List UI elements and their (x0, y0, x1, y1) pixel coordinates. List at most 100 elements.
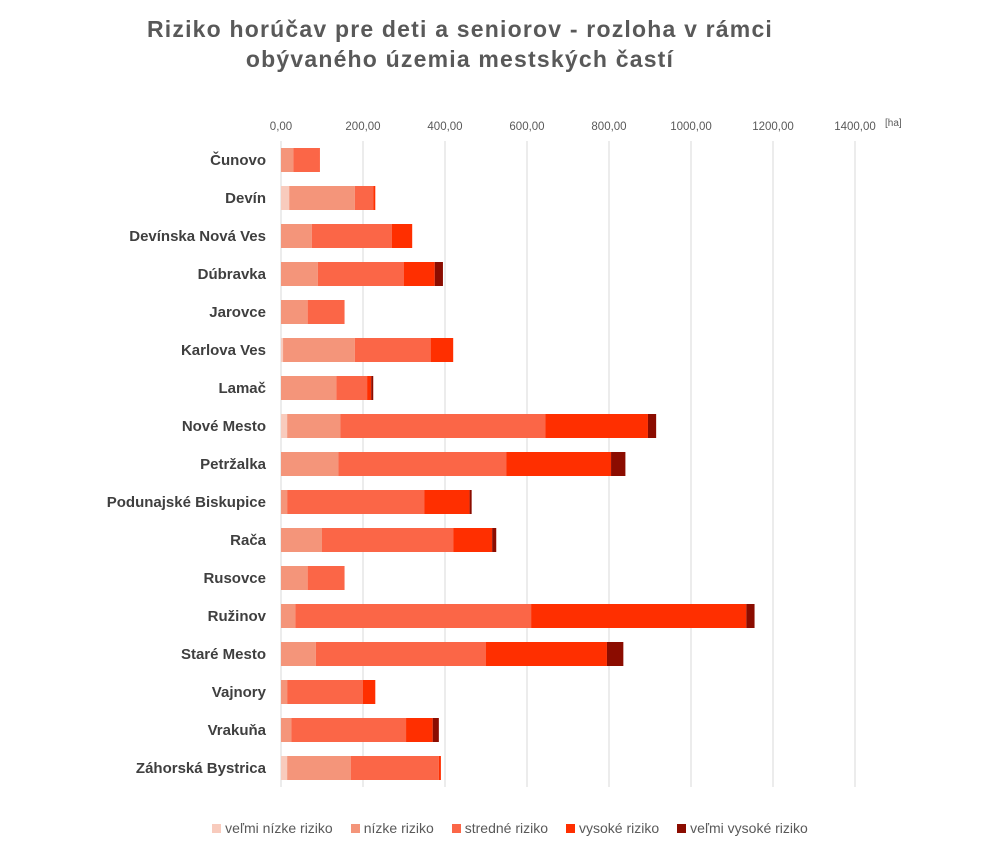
legend-swatch (350, 823, 360, 833)
bar-segment-2 (281, 452, 339, 476)
bar-segment-4 (367, 376, 372, 400)
bar-segment-2 (289, 186, 355, 210)
bar-segment-4 (531, 604, 747, 628)
bar-segment-3 (350, 756, 439, 780)
x-axis-ticks: 0,00 200,00 400,00 600,00 800,00 1000,00 1200,… (270, 121, 876, 133)
legend-label: nízke riziko (363, 820, 434, 836)
bar-segment-4 (424, 490, 470, 514)
bar-segment-2 (287, 414, 341, 438)
category-label: Karlova Ves (181, 342, 266, 359)
bar-chart-plot: 0,00 200,00 400,00 600,00 800,00 1000,00 1200,… (107, 118, 902, 787)
legend-item: veľmi vysoké riziko (677, 820, 808, 836)
bar-segment-2 (287, 756, 351, 780)
x-tick-label: 800,00 (591, 121, 626, 133)
legend-label: vysoké riziko (579, 820, 660, 836)
category-label: Vajnory (212, 684, 267, 701)
bar-segment-4 (430, 338, 454, 362)
legend-swatch (677, 823, 687, 833)
bar-segment-2 (281, 224, 312, 248)
bar-segment-2 (281, 528, 322, 552)
x-tick-label: 1000,00 (670, 121, 712, 133)
bar-segment-4 (486, 642, 607, 666)
bar-segment-4 (373, 186, 376, 210)
category-label: Nové Mesto (182, 418, 266, 435)
bar-segment-1 (281, 756, 288, 780)
category-label: Lamač (218, 380, 266, 397)
bar-segment-3 (287, 490, 425, 514)
bar-segment-4 (363, 680, 376, 704)
category-label: Rusovce (203, 570, 266, 587)
category-label: Devín (225, 190, 266, 207)
legend-item: nízke riziko (350, 820, 434, 836)
category-labels: Čunovo Devín Devínska Nová Ves Dúbravka Jaro… (107, 151, 267, 777)
bar-segment-2 (281, 718, 292, 742)
bar-segment-5 (492, 528, 497, 552)
x-tick-label: 1400,00 (834, 121, 876, 133)
category-label: Záhorská Bystrica (136, 760, 267, 777)
bar-segment-4 (406, 718, 433, 742)
bar-segment-1 (281, 186, 290, 210)
bar-segment-4 (404, 262, 435, 286)
bar-segment-2 (281, 262, 318, 286)
x-axis-unit-label: [ha] (885, 118, 902, 129)
legend-label: veľmi vysoké riziko (690, 820, 808, 836)
bar-segment-3 (354, 186, 374, 210)
legend-item: vysoké riziko (566, 820, 659, 836)
bar-segment-3 (291, 718, 407, 742)
bar-segment-3 (338, 452, 507, 476)
category-label: Dúbravka (198, 266, 267, 283)
category-label: Devínska Nová Ves (129, 228, 266, 245)
chart-title-line-2: obývaného územia mestských častí (245, 46, 675, 72)
legend-label: veľmi nízke riziko (225, 820, 333, 836)
bar-segment-2 (281, 604, 296, 628)
legend-item: veľmi nízke riziko (212, 820, 333, 836)
bar-segment-3 (317, 262, 404, 286)
x-tick-label: 200,00 (345, 121, 380, 133)
bar-segment-5 (606, 642, 624, 666)
bar-segment-2 (281, 376, 337, 400)
bar-segment-2 (281, 300, 308, 324)
bar-segment-3 (311, 224, 392, 248)
bar-segment-4 (545, 414, 648, 438)
legend-label: stredné riziko (464, 820, 549, 836)
bar-segment-4 (391, 224, 413, 248)
category-label: Ružinov (208, 608, 267, 625)
legend-swatch (212, 823, 222, 833)
bar-segment-2 (281, 566, 308, 590)
bar-segment-5 (434, 262, 443, 286)
category-label: Staré Mesto (181, 646, 266, 663)
bar-segment-2 (281, 642, 316, 666)
x-tick-label: 600,00 (509, 121, 544, 133)
category-label: Jarovce (209, 304, 266, 321)
x-tick-label: 0,00 (270, 121, 292, 133)
legend-swatch (451, 823, 461, 833)
bar-segment-3 (307, 566, 345, 590)
category-label: Podunajské Biskupice (107, 494, 266, 511)
bar-segment-2 (281, 680, 288, 704)
bar-segment-3 (354, 338, 431, 362)
category-label: Rača (230, 532, 267, 549)
bar-segment-1 (281, 338, 284, 362)
bar-segment-3 (293, 148, 320, 172)
chart-legend: veľmi nízke riziko nízke riziko stredné ri… (150, 820, 870, 836)
bar-segment-1 (281, 414, 288, 438)
bar-segment-4 (438, 756, 441, 780)
bar-segment-3 (336, 376, 368, 400)
bar-segment-3 (322, 528, 454, 552)
bar-segment-5 (432, 718, 439, 742)
bar-segment-3 (287, 680, 363, 704)
bar-segment-4 (506, 452, 612, 476)
category-label: Vrakuňa (208, 722, 267, 739)
bar-segment-5 (647, 414, 657, 438)
x-tick-label: 400,00 (427, 121, 462, 133)
bar-segment-3 (295, 604, 532, 628)
bar-segment-2 (281, 490, 288, 514)
category-label: Čunovo (210, 151, 266, 169)
legend-swatch (566, 823, 576, 833)
bar-segment-3 (340, 414, 546, 438)
bar-segment-3 (315, 642, 486, 666)
bar-segment-2 (281, 148, 294, 172)
bar-segment-5 (469, 490, 472, 514)
bar-segment-4 (453, 528, 493, 552)
bar-segment-3 (307, 300, 345, 324)
